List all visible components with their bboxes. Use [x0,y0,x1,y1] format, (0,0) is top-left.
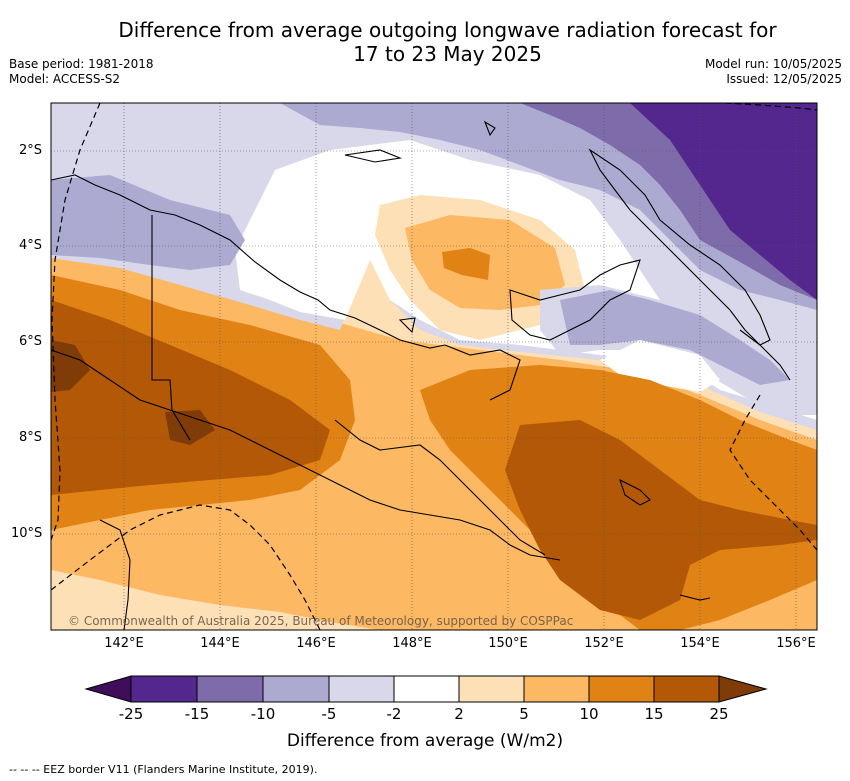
colorbar-tick: -5 [321,705,337,723]
colorbar-tick: -25 [118,705,144,723]
colorbar-bin [263,676,329,702]
model-name: Model: ACCESS-S2 [9,72,121,86]
colorbar-tick: 2 [454,705,464,723]
colorbar-frame [130,675,720,703]
eez-borders [51,103,817,630]
colorbar-bin [459,676,524,702]
lat-label-10s: 10°S [11,526,43,541]
olr-anomaly-field [51,103,817,630]
colorbar-tick: 10 [579,705,599,723]
colorbar [84,675,768,703]
colorbar-tick: 15 [644,705,664,723]
map-frame [50,102,818,631]
lon-label-146e: 146°E [296,636,336,651]
lat-label-4s: 4°S [19,238,43,253]
lat-label-8s: 8°S [19,430,43,445]
chart-title: Difference from average outgoing longwav… [0,18,850,66]
colorbar-bin [524,676,589,702]
base-period: Base period: 1981-2018 [9,57,154,71]
colorbar-max-extend [718,675,768,703]
colorbar-bin [197,676,263,702]
colorbar-bin [589,676,654,702]
colorbar-label: Difference from average (W/m2) [286,731,564,751]
colorbar-tick: -2 [386,705,402,723]
lat-label-2s: 2°S [19,143,43,158]
lon-label-148e: 148°E [392,636,432,651]
colorbar-bin [654,676,719,702]
lat-label-6s: 6°S [19,334,43,349]
colorbar-tick: -15 [184,705,210,723]
issued-date: Issued: 12/05/2025 [726,72,842,86]
lon-label-150e: 150°E [488,636,528,651]
footer-legend: -- -- -- EEZ border V11 (Flanders Marine… [9,763,318,776]
meta-left: Base period: 1981-2018 Model: ACCESS-S2 [9,57,154,87]
meta-right: Model run: 10/05/2025 Issued: 12/05/2025 [705,57,842,87]
colorbar-tick: 5 [519,705,529,723]
model-run: Model run: 10/05/2025 [704,57,842,71]
colorbar-tick: 25 [709,705,729,723]
lon-label-152e: 152°E [584,636,624,651]
coastlines [51,120,791,630]
lon-label-142e: 142°E [104,636,144,651]
colorbar-bin [394,676,459,702]
title-line-2: 17 to 23 May 2025 [353,42,542,66]
colorbar-bin [131,676,197,702]
lon-label-144e: 144°E [200,636,240,651]
copyright-notice: © Commonwealth of Australia 2025, Bureau… [68,614,574,628]
lon-label-156e: 156°E [776,636,816,651]
graticule [51,103,817,630]
colorbar-min-extend [84,675,132,703]
lon-label-154e: 154°E [680,636,720,651]
colorbar-bin [329,676,394,702]
colorbar-tick: -10 [250,705,276,723]
title-line-1: Difference from average outgoing longwav… [118,18,777,42]
